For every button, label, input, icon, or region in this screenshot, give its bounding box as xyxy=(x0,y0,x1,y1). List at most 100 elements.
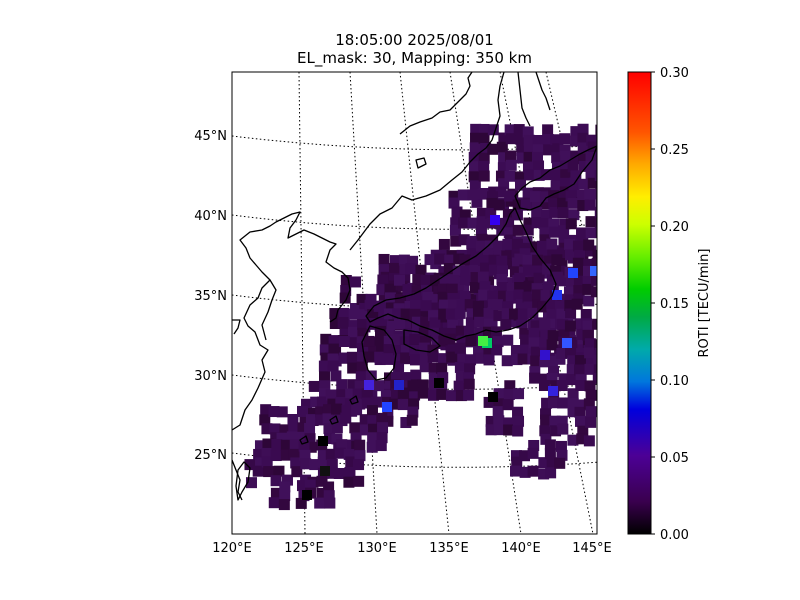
roti-cell xyxy=(348,320,360,332)
roti-cell xyxy=(411,316,423,328)
roti-cell xyxy=(323,481,335,493)
roti-cell xyxy=(415,264,427,276)
roti-cell xyxy=(436,362,448,374)
roti-cell xyxy=(595,198,597,210)
roti-cell-highlight xyxy=(302,490,312,500)
roti-cell xyxy=(550,425,562,437)
roti-cell xyxy=(574,266,586,278)
roti-cell xyxy=(445,390,457,402)
roti-cell xyxy=(391,345,403,357)
roti-cell xyxy=(270,475,282,487)
roti-cell xyxy=(407,406,419,418)
roti-cell xyxy=(470,272,482,284)
roti-cell xyxy=(520,344,532,356)
lon-label-120: 120°E xyxy=(212,541,252,556)
roti-cell xyxy=(402,284,414,296)
roti-cell xyxy=(434,253,446,265)
roti-cell xyxy=(519,466,531,478)
roti-cell xyxy=(528,439,540,451)
roti-cell xyxy=(314,497,326,509)
roti-cell xyxy=(595,124,597,136)
roti-cell xyxy=(411,285,423,297)
roti-cell xyxy=(487,290,499,302)
roti-cell xyxy=(577,142,589,154)
roti-cell xyxy=(451,206,463,218)
roti-cell-highlight xyxy=(394,380,404,390)
roti-cell xyxy=(540,290,552,302)
roti-cell xyxy=(341,404,353,416)
roti-cell xyxy=(582,329,594,341)
roti-cell xyxy=(558,225,570,237)
colorbar-tick-1: 0.05 xyxy=(660,451,689,466)
roti-cell xyxy=(597,134,608,145)
roti-cell xyxy=(417,387,429,399)
roti-cell xyxy=(464,363,476,375)
roti-cell xyxy=(406,291,418,303)
roti-cell xyxy=(533,272,545,284)
roti-cell xyxy=(509,266,521,278)
roti-cell xyxy=(438,308,450,320)
roti-cell xyxy=(254,440,266,452)
roti-cell xyxy=(504,190,516,202)
roti-cell xyxy=(464,299,476,311)
roti-cell xyxy=(357,319,369,331)
roti-cell xyxy=(338,307,350,319)
roti-cell xyxy=(349,276,361,288)
roti-cell xyxy=(495,170,507,182)
roti-cell xyxy=(359,424,371,436)
roti-cell xyxy=(345,388,357,400)
roti-cell-highlight xyxy=(364,380,374,390)
roti-cell xyxy=(531,217,543,229)
roti-cell xyxy=(261,456,273,468)
roti-cell xyxy=(279,481,291,493)
roti-cell xyxy=(367,309,379,321)
roti-cell xyxy=(438,238,450,250)
roti-cell xyxy=(339,292,351,304)
roti-cell xyxy=(557,319,569,331)
roti-cell xyxy=(584,347,596,359)
roti-data-layer xyxy=(244,123,608,511)
roti-cell xyxy=(304,479,316,491)
roti-cell xyxy=(540,329,552,341)
roti-cell xyxy=(366,317,378,329)
roti-cell xyxy=(366,345,378,357)
roti-cell xyxy=(388,262,400,274)
roti-cell xyxy=(516,152,528,164)
roti-cell xyxy=(514,253,526,265)
roti-cell xyxy=(467,248,479,260)
roti-cell xyxy=(326,459,338,471)
roti-cell xyxy=(556,449,568,461)
roti-cell xyxy=(356,361,368,373)
roti-cell xyxy=(286,431,298,443)
roti-cell xyxy=(513,289,525,301)
roti-cell xyxy=(517,308,529,320)
roti-cell xyxy=(574,355,586,367)
roti-cell xyxy=(540,169,552,181)
roti-cell xyxy=(483,318,495,330)
roti-cell xyxy=(400,372,412,384)
colorbar: 0.00 0.05 0.10 0.15 0.20 0.25 0.30 ROTI … xyxy=(627,66,712,543)
roti-cell xyxy=(351,404,363,416)
roti-cell xyxy=(297,422,309,434)
roti-cell xyxy=(465,317,477,329)
roti-cell xyxy=(513,124,525,136)
roti-cell xyxy=(476,216,488,228)
roti-cell xyxy=(348,308,360,320)
roti-cell xyxy=(367,415,379,427)
roti-cell xyxy=(459,290,471,302)
roti-cell xyxy=(568,209,580,221)
roti-cell xyxy=(438,299,450,311)
roti-cell xyxy=(476,233,488,245)
roti-cell xyxy=(390,388,402,400)
roti-cell xyxy=(554,300,566,312)
roti-cell xyxy=(492,240,504,252)
roti-cell xyxy=(328,343,340,355)
roti-cell xyxy=(336,379,348,391)
roti-cell xyxy=(483,308,495,320)
roti-cell xyxy=(377,274,389,286)
roti-cell xyxy=(582,354,594,366)
lon-label-130: 130°E xyxy=(357,541,397,556)
roti-cell xyxy=(476,207,488,219)
colorbar-tick-6: 0.30 xyxy=(660,66,689,81)
colorbar-label: ROTI [TECU/min] xyxy=(697,249,712,358)
